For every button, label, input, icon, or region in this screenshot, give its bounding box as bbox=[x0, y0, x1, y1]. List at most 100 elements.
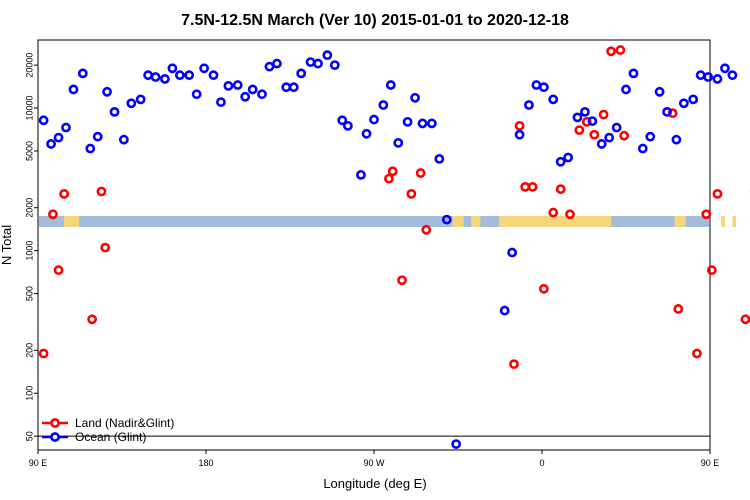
ocean-point bbox=[538, 82, 549, 93]
ocean-point bbox=[281, 82, 292, 93]
ocean-point bbox=[143, 70, 154, 81]
land-point bbox=[53, 265, 64, 276]
ocean-point bbox=[288, 82, 299, 93]
ocean-point bbox=[402, 116, 413, 127]
land-point bbox=[548, 207, 559, 218]
ocean-point bbox=[46, 139, 56, 149]
ocean-point bbox=[199, 63, 210, 74]
ocean-point bbox=[572, 112, 583, 123]
ocean-point bbox=[53, 132, 64, 143]
y-tick-label: 2000 bbox=[24, 198, 34, 218]
legend-marker bbox=[50, 418, 60, 428]
ocean-point bbox=[118, 134, 129, 145]
land-point bbox=[415, 168, 426, 178]
land-point bbox=[387, 166, 398, 177]
ocean-point bbox=[369, 114, 379, 125]
ocean-point bbox=[548, 94, 559, 105]
y-tick-label: 5000 bbox=[24, 141, 34, 161]
land-point bbox=[574, 125, 585, 136]
ocean-point bbox=[654, 86, 665, 97]
ocean-point bbox=[38, 115, 49, 126]
ocean-point bbox=[662, 106, 672, 117]
continent-shape bbox=[471, 216, 481, 227]
ocean-point bbox=[296, 68, 307, 79]
land-point bbox=[565, 209, 575, 220]
ocean-point bbox=[102, 86, 112, 97]
land-point bbox=[740, 314, 750, 325]
x-tick-label: 0 bbox=[539, 458, 544, 468]
land-point bbox=[421, 224, 432, 235]
x-axis-ticks: 90 E 180 90 W 0 90 E bbox=[29, 450, 719, 468]
land-point bbox=[538, 283, 549, 294]
ocean-point bbox=[441, 214, 452, 225]
ocean-point bbox=[645, 131, 656, 142]
ocean-point bbox=[313, 58, 323, 69]
ocean-point bbox=[604, 132, 615, 143]
ocean-point bbox=[322, 50, 333, 61]
ocean-point bbox=[61, 122, 71, 133]
ocean-point bbox=[514, 129, 525, 140]
ocean-point bbox=[563, 152, 574, 163]
legend-marker bbox=[50, 432, 60, 442]
ocean-point bbox=[720, 63, 730, 74]
land-point bbox=[59, 188, 70, 199]
ocean-point bbox=[272, 58, 282, 69]
ocean-point bbox=[77, 68, 88, 79]
ocean-point bbox=[678, 98, 689, 109]
y-tick-label: 100 bbox=[24, 386, 34, 401]
legend: Land (Nadir&Glint)Ocean (Glint) bbox=[42, 416, 174, 444]
chart-title: 7.5N-12.5N March (Ver 10) 2015-01-01 to … bbox=[181, 12, 569, 29]
latitude-band bbox=[39, 216, 737, 227]
land-point bbox=[589, 129, 600, 140]
ocean-point bbox=[109, 106, 120, 117]
continent-shape bbox=[64, 216, 76, 227]
y-tick-label: 10000 bbox=[24, 96, 34, 121]
land-point bbox=[673, 304, 684, 314]
ocean-point bbox=[167, 63, 178, 74]
ocean-point bbox=[410, 92, 420, 103]
ocean-point bbox=[621, 84, 631, 95]
y-tick-label: 500 bbox=[24, 286, 34, 301]
land-point bbox=[38, 348, 49, 359]
ocean-point bbox=[337, 115, 348, 126]
ocean-point bbox=[160, 74, 170, 84]
continent-shape bbox=[732, 216, 737, 227]
ocean-point bbox=[637, 143, 648, 154]
ocean-point bbox=[688, 94, 699, 105]
x-tick-label: 90 W bbox=[363, 458, 385, 468]
ocean-point bbox=[174, 70, 185, 81]
land-point bbox=[520, 181, 531, 192]
y-tick-label: 200 bbox=[24, 343, 34, 358]
ocean-point bbox=[208, 70, 219, 81]
x-axis-label: Longitude (deg E) bbox=[323, 476, 426, 491]
continent-shape bbox=[71, 216, 80, 227]
ocean-point bbox=[580, 106, 590, 117]
land-point bbox=[606, 46, 616, 57]
ocean-point bbox=[531, 80, 542, 90]
ocean-point bbox=[257, 89, 267, 100]
land-point bbox=[48, 209, 58, 220]
y-axis-ticks: 50 100 200 500 1000 2000 5000 10000 20000 bbox=[24, 53, 38, 441]
land-point bbox=[527, 181, 538, 192]
land-point bbox=[406, 188, 417, 199]
ocean-point bbox=[342, 120, 353, 131]
land-point bbox=[598, 109, 609, 120]
y-tick-label: 50 bbox=[24, 431, 34, 441]
land-point bbox=[581, 116, 592, 127]
x-tick-label: 180 bbox=[198, 458, 213, 468]
ocean-point bbox=[628, 68, 639, 79]
ocean-point bbox=[451, 439, 462, 449]
land-point bbox=[384, 173, 394, 184]
band-fill bbox=[39, 216, 709, 227]
land-point bbox=[667, 108, 678, 119]
ocean-point bbox=[356, 169, 366, 180]
ocean-point bbox=[247, 84, 258, 95]
land-point bbox=[712, 188, 723, 199]
ocean-point bbox=[596, 139, 607, 149]
ocean-point bbox=[216, 97, 226, 108]
y-axis-label: N Total bbox=[0, 225, 14, 265]
ocean-point bbox=[264, 61, 275, 72]
continent-shape bbox=[452, 216, 464, 227]
ocean-point bbox=[385, 80, 396, 90]
